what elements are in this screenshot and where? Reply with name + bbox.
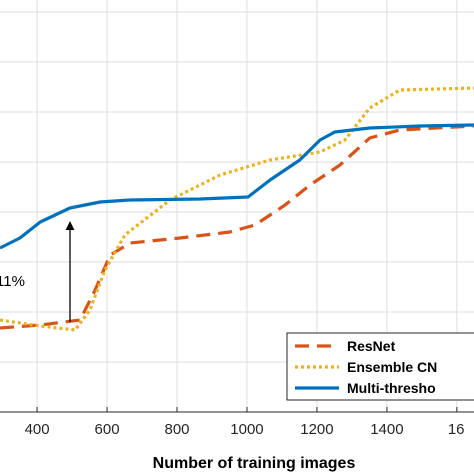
legend-label: ResNet [347,338,396,354]
x-ticks: 400 600 800 1000 1200 1400 16 [25,407,465,438]
annotation: 11% [0,273,25,290]
x-axis-label: Number of training images [153,455,356,472]
x-tick-label: 1400 [370,421,403,438]
curves [0,86,474,332]
legend-label: Ensemble CN [347,359,437,375]
legend-label: Multi-thresho [347,380,436,396]
x-tick-label: 600 [95,421,120,438]
x-tick-label: 16 [448,421,465,438]
series-line [0,124,474,330]
x-tick-label: 1000 [230,421,263,438]
x-tick-label: 400 [25,421,50,438]
legend: ResNet Ensemble CN Multi-thresho [286,332,474,401]
x-tick-label: 1200 [300,421,333,438]
series-line [0,86,474,332]
series-line [0,123,474,250]
x-tick-label: 800 [164,421,189,438]
